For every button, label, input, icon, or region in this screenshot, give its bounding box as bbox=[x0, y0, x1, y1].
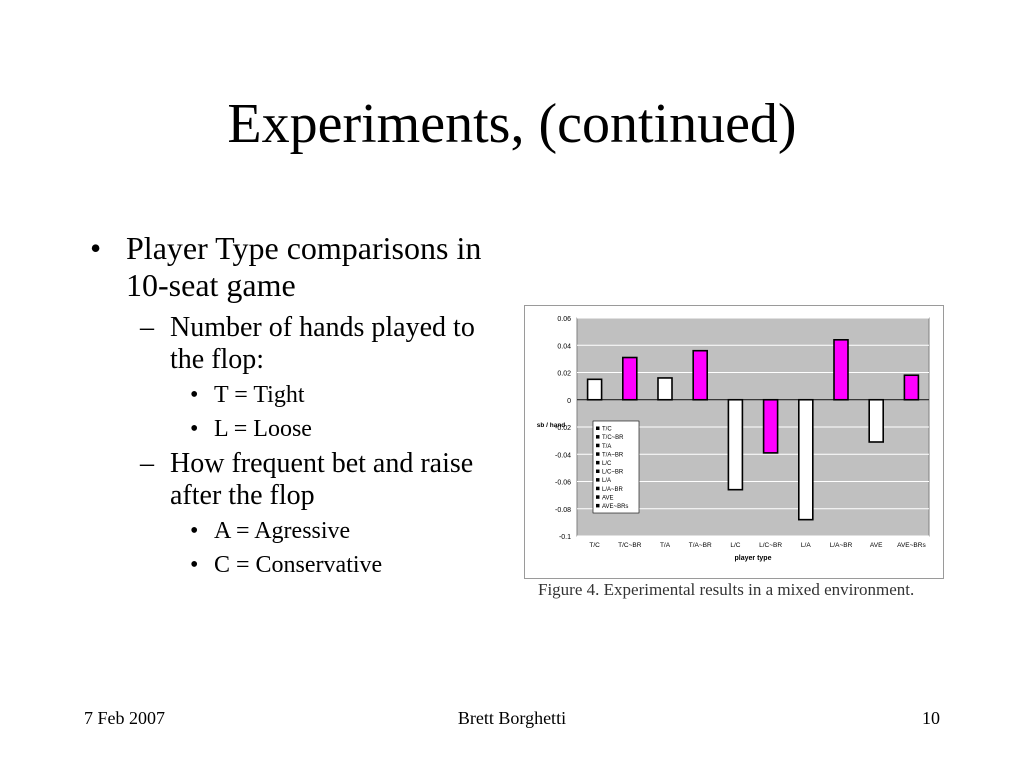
bar-t-a-br bbox=[692, 349, 708, 401]
bar-t-a bbox=[657, 377, 673, 401]
legend-marker bbox=[596, 452, 600, 456]
y-tick-label: -0.04 bbox=[555, 452, 571, 459]
y-tick-label: 0.04 bbox=[557, 343, 571, 350]
y-tick-label: -0.1 bbox=[559, 534, 571, 541]
legend-entry: AVE bbox=[602, 495, 614, 501]
bullet-dot-icon: • bbox=[190, 381, 199, 408]
slide-title: Experiments, (continued) bbox=[227, 93, 797, 155]
sub-bullet-text: Number of hands played to the flop: bbox=[170, 311, 475, 375]
dash-icon: – bbox=[140, 311, 154, 343]
bar-ave-brs bbox=[903, 374, 920, 401]
legend-entry: L/A~BR bbox=[602, 487, 624, 493]
sub-sub-bullet-loose: • L = Loose bbox=[90, 414, 510, 444]
legend-marker bbox=[596, 460, 600, 465]
bullet-dot-icon: • bbox=[190, 552, 199, 579]
legend-entry: T/A bbox=[602, 444, 611, 450]
bullet-dot-icon: • bbox=[90, 230, 102, 266]
legend-entry: T/C bbox=[602, 427, 612, 433]
y-tick-label: 0.06 bbox=[557, 316, 571, 323]
bar-ave bbox=[868, 398, 885, 443]
x-tick-label: L/A bbox=[801, 542, 811, 549]
legend-marker bbox=[596, 495, 600, 499]
legend-entry: T/A~BR bbox=[602, 452, 624, 458]
y-tick-label: -0.08 bbox=[555, 507, 571, 514]
y-tick-label: 0 bbox=[567, 398, 571, 405]
bullet-dot-icon: • bbox=[190, 415, 199, 442]
sub-bullet-text: How frequent bet and raise after the flo… bbox=[170, 447, 474, 512]
bullet-list: • Player Type comparisons in 10-seat gam… bbox=[90, 230, 510, 580]
x-tick-label: T/A bbox=[660, 542, 671, 549]
sub-sub-bullet-text: C = Conservative bbox=[214, 552, 383, 579]
sub-sub-bullet-text: A = Agressive bbox=[214, 518, 351, 545]
bar-l-c bbox=[727, 398, 744, 491]
y-axis-label: sb / hand bbox=[537, 422, 566, 429]
x-tick-label: T/A~BR bbox=[689, 542, 712, 549]
figure-caption: Figure 4. Experimental results in a mixe… bbox=[538, 580, 915, 599]
chart-figure: 0.06 0.04 0.02 0 -0.02 -0.04 -0.06 -0.08 -0.1 T/C… bbox=[524, 305, 944, 579]
legend-entry: L/A bbox=[602, 478, 611, 484]
dash-icon: – bbox=[140, 447, 154, 479]
bar-l-a bbox=[797, 398, 814, 521]
legend-marker bbox=[596, 478, 600, 482]
sub-sub-bullet-conservative: • C = Conservative bbox=[90, 550, 510, 580]
y-tick-label: 0.02 bbox=[557, 371, 571, 378]
x-axis-label: player type bbox=[735, 555, 772, 562]
legend-marker bbox=[596, 443, 600, 448]
bar-t-c-br bbox=[622, 356, 638, 401]
x-tick-label: AVE~BRs bbox=[897, 542, 926, 549]
sub-sub-bullet-text: T = Tight bbox=[214, 381, 305, 408]
bullet-player-type: • Player Type comparisons in 10-seat gam… bbox=[90, 230, 510, 304]
footer-date: 7 Feb 2007 bbox=[84, 708, 165, 728]
bullet-text: Player Type comparisons in 10-seat game bbox=[126, 230, 482, 303]
x-tick-label: L/C~BR bbox=[759, 542, 782, 549]
x-tick-label: T/C bbox=[589, 542, 600, 549]
x-tick-label: L/A~BR bbox=[830, 542, 853, 549]
x-tick-label: T/C~BR bbox=[618, 542, 642, 549]
sub-sub-bullet-tight: • T = Tight bbox=[90, 380, 510, 410]
bar-l-c-br bbox=[762, 398, 779, 454]
sub-sub-bullet-agressive: • A = Agressive bbox=[90, 516, 510, 546]
x-tick-label: AVE bbox=[870, 542, 883, 549]
y-tick-label: -0.02 bbox=[555, 425, 571, 432]
legend-entry: L/C~BR bbox=[602, 470, 624, 476]
legend-marker bbox=[596, 486, 600, 491]
legend-marker bbox=[596, 503, 600, 508]
legend-marker bbox=[596, 469, 600, 473]
bar-chart: 0.06 0.04 0.02 0 -0.02 -0.04 -0.06 -0.08 -0.1 T/C… bbox=[537, 316, 930, 562]
legend-entry: L/C bbox=[602, 461, 612, 467]
legend-entry: T/C~BR bbox=[602, 435, 624, 441]
footer-author: Brett Borghetti bbox=[457, 708, 567, 728]
y-tick-label: -0.06 bbox=[555, 480, 571, 487]
legend-entry: AVE~BRs bbox=[602, 504, 628, 510]
sub-sub-bullet-text: L = Loose bbox=[214, 415, 312, 442]
x-tick-label: L/C bbox=[730, 542, 740, 549]
legend-box bbox=[592, 420, 640, 514]
sub-bullet-hands-flop: – Number of hands played to the flop: bbox=[90, 312, 510, 376]
footer-page-number: 10 bbox=[922, 708, 940, 728]
legend-marker bbox=[596, 435, 600, 439]
sub-bullet-bet-raise: – How frequent bet and raise after the f… bbox=[90, 448, 510, 512]
bar-l-a-br bbox=[833, 338, 849, 401]
bar-t-c bbox=[586, 378, 603, 401]
bullet-dot-icon: • bbox=[190, 518, 199, 545]
legend-marker bbox=[596, 426, 600, 430]
